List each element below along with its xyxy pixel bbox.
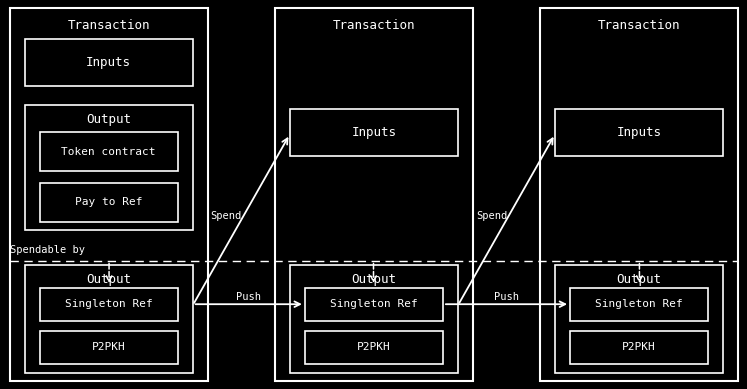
FancyBboxPatch shape [570,331,708,364]
Text: Output: Output [86,113,131,126]
FancyBboxPatch shape [25,39,193,86]
Text: Inputs: Inputs [86,56,131,69]
Text: Token contract: Token contract [61,147,156,157]
Text: Push: Push [494,292,519,302]
Text: P2PKH: P2PKH [92,342,125,352]
FancyBboxPatch shape [10,8,208,381]
FancyBboxPatch shape [275,8,473,381]
Text: Output: Output [86,273,131,286]
FancyBboxPatch shape [290,109,458,156]
Text: Transaction: Transaction [67,19,150,32]
FancyBboxPatch shape [555,109,723,156]
FancyBboxPatch shape [290,265,458,373]
FancyBboxPatch shape [25,105,193,230]
Text: Pay to Ref: Pay to Ref [75,197,143,207]
Text: Output: Output [616,273,662,286]
Text: Inputs: Inputs [351,126,397,139]
Text: P2PKH: P2PKH [357,342,391,352]
Text: Singleton Ref: Singleton Ref [330,300,418,309]
FancyBboxPatch shape [570,288,708,321]
Text: Inputs: Inputs [616,126,662,139]
FancyBboxPatch shape [305,331,443,364]
FancyBboxPatch shape [540,8,738,381]
Text: Spend: Spend [476,211,507,221]
Text: Push: Push [236,292,261,302]
Text: Singleton Ref: Singleton Ref [65,300,152,309]
Text: P2PKH: P2PKH [622,342,656,352]
Text: Singleton Ref: Singleton Ref [595,300,683,309]
Text: Output: Output [351,273,397,286]
FancyBboxPatch shape [25,265,193,373]
Text: Spend: Spend [211,211,242,221]
FancyBboxPatch shape [40,331,178,364]
Text: Transaction: Transaction [332,19,415,32]
FancyBboxPatch shape [305,288,443,321]
Text: Transaction: Transaction [598,19,681,32]
FancyBboxPatch shape [40,288,178,321]
Text: Spendable by: Spendable by [10,245,84,255]
FancyBboxPatch shape [40,132,178,171]
FancyBboxPatch shape [555,265,723,373]
FancyBboxPatch shape [40,183,178,222]
